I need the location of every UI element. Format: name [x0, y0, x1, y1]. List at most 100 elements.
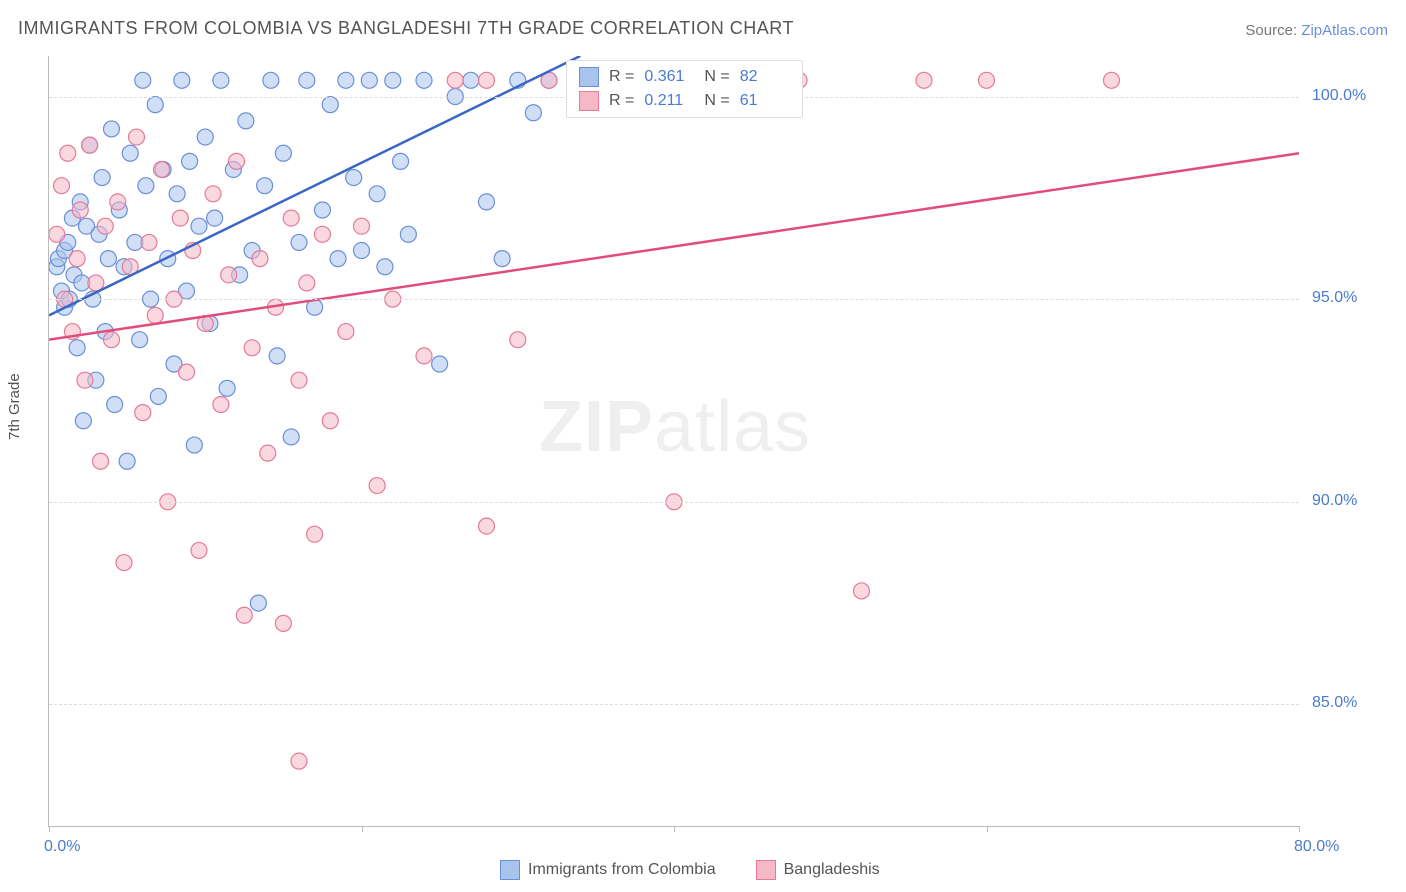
data-point [97, 218, 113, 234]
data-point [369, 186, 385, 202]
data-point [479, 194, 495, 210]
data-point [369, 478, 385, 494]
legend-label: Immigrants from Colombia [528, 861, 716, 879]
data-point [104, 332, 120, 348]
stat-n-label: N = [704, 92, 729, 110]
data-point [377, 259, 393, 275]
data-point [257, 178, 273, 194]
legend-item: Bangladeshis [756, 860, 880, 880]
legend-swatch [579, 91, 599, 111]
data-point [186, 437, 202, 453]
data-point [354, 243, 370, 259]
data-point [147, 97, 163, 113]
data-point [244, 340, 260, 356]
x-tick-label: 80.0% [1294, 838, 1339, 856]
data-point [307, 526, 323, 542]
data-point [179, 364, 195, 380]
source-link[interactable]: ZipAtlas.com [1301, 22, 1388, 39]
stat-row: R = 0.211 N = 61 [579, 91, 790, 111]
data-point [252, 251, 268, 267]
trend-line [49, 56, 580, 315]
plot-area: ZIPatlas [48, 56, 1299, 827]
stat-n-value: 61 [740, 92, 790, 110]
data-point [1104, 72, 1120, 88]
data-point [275, 615, 291, 631]
data-point [119, 453, 135, 469]
data-point [191, 542, 207, 558]
source-attribution: Source: ZipAtlas.com [1245, 22, 1388, 39]
data-point [221, 267, 237, 283]
data-point [385, 72, 401, 88]
data-point [104, 121, 120, 137]
legend-swatch [500, 860, 520, 880]
data-point [463, 72, 479, 88]
y-tick-label: 100.0% [1312, 87, 1366, 105]
data-point [229, 153, 245, 169]
legend-item: Immigrants from Colombia [500, 860, 716, 880]
chart-title: IMMIGRANTS FROM COLOMBIA VS BANGLADESHI … [18, 18, 794, 39]
data-point [135, 72, 151, 88]
data-point [72, 202, 88, 218]
data-point [291, 234, 307, 250]
data-point [330, 251, 346, 267]
data-point [77, 372, 93, 388]
data-point [393, 153, 409, 169]
data-point [213, 72, 229, 88]
data-point [197, 129, 213, 145]
stat-n-value: 82 [740, 68, 790, 86]
data-point [132, 332, 148, 348]
data-point [291, 753, 307, 769]
data-point [172, 210, 188, 226]
data-point [291, 372, 307, 388]
data-point [354, 218, 370, 234]
legend-label: Bangladeshis [784, 861, 880, 879]
data-point [191, 218, 207, 234]
legend: Immigrants from Colombia Bangladeshis [500, 860, 880, 880]
data-point [205, 186, 221, 202]
y-axis-label: 7th Grade [6, 373, 23, 440]
data-point [122, 145, 138, 161]
data-point [346, 170, 362, 186]
data-point [263, 72, 279, 88]
data-point [338, 72, 354, 88]
stat-n-label: N = [704, 68, 729, 86]
data-point [49, 226, 65, 242]
stat-r-label: R = [609, 92, 634, 110]
data-point [494, 251, 510, 267]
y-tick-label: 90.0% [1312, 492, 1357, 510]
data-point [138, 178, 154, 194]
data-point [182, 153, 198, 169]
data-point [283, 429, 299, 445]
data-point [479, 72, 495, 88]
data-point [75, 413, 91, 429]
data-point [283, 210, 299, 226]
trend-line [49, 153, 1299, 339]
data-point [82, 137, 98, 153]
data-point [275, 145, 291, 161]
data-point [236, 607, 252, 623]
data-point [107, 397, 123, 413]
data-point [416, 348, 432, 364]
data-point [361, 72, 377, 88]
data-point [141, 234, 157, 250]
data-point [979, 72, 995, 88]
data-point [110, 194, 126, 210]
data-point [60, 145, 76, 161]
data-point [400, 226, 416, 242]
legend-swatch [579, 67, 599, 87]
scatter-svg [49, 56, 1299, 826]
data-point [432, 356, 448, 372]
stat-r-value: 0.211 [644, 92, 694, 110]
y-tick-label: 85.0% [1312, 694, 1357, 712]
stat-row: R =0.361N =82 [579, 67, 790, 87]
data-point [269, 348, 285, 364]
data-point [69, 340, 85, 356]
data-point [299, 72, 315, 88]
data-point [129, 129, 145, 145]
data-point [135, 405, 151, 421]
data-point [147, 307, 163, 323]
data-point [250, 595, 266, 611]
data-point [299, 275, 315, 291]
stat-r-label: R = [609, 68, 634, 86]
data-point [416, 72, 432, 88]
